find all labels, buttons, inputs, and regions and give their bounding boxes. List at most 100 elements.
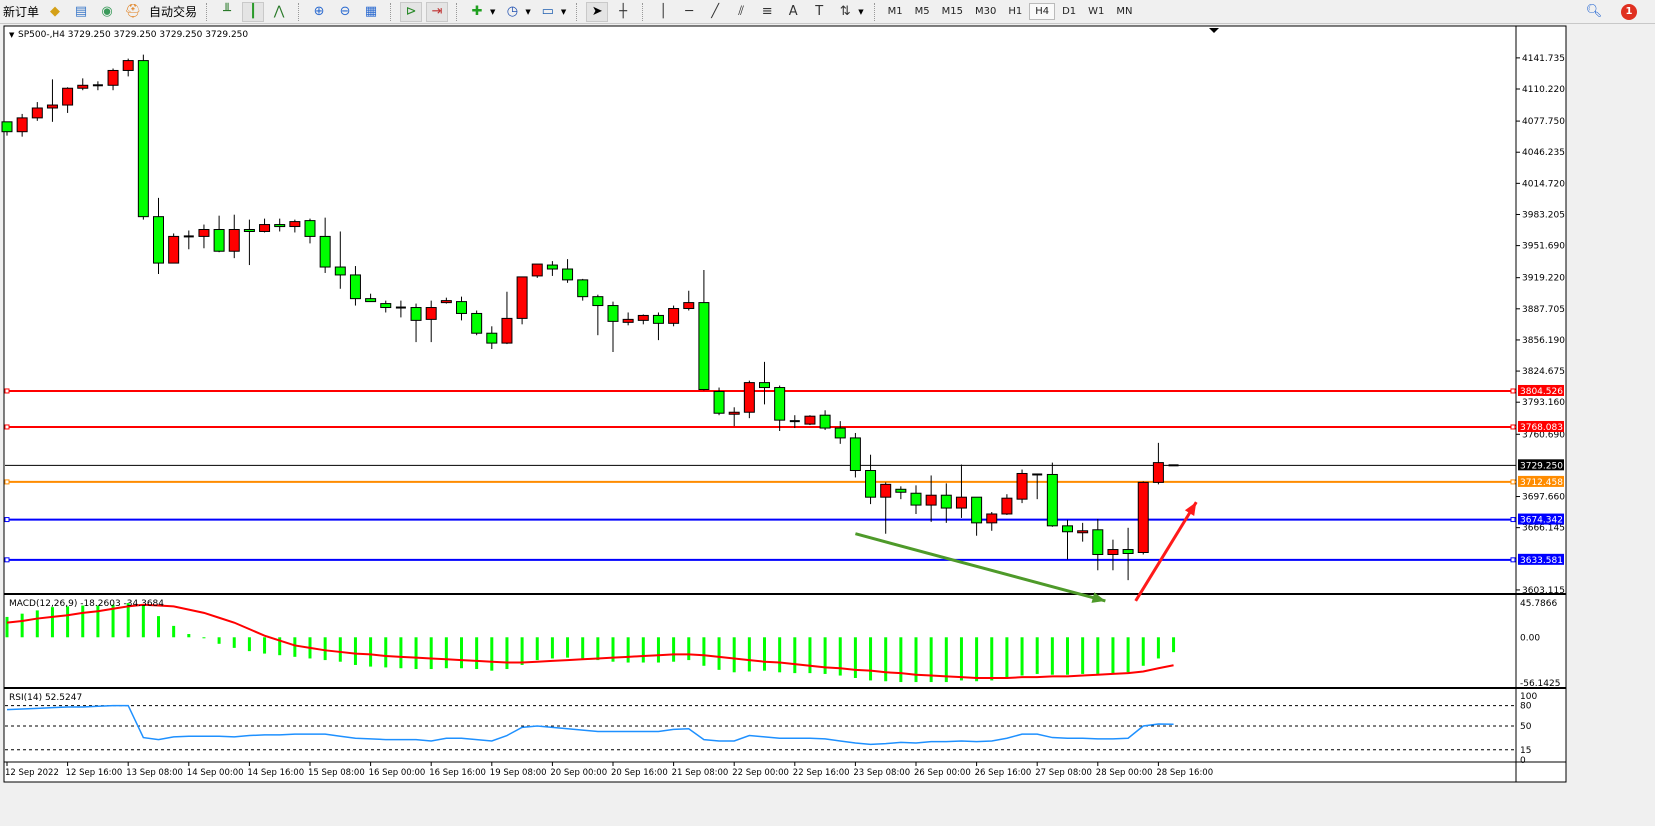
crosshair-icon[interactable]: ┼ — [619, 4, 628, 19]
candle[interactable] — [259, 218, 271, 233]
candle[interactable] — [168, 233, 180, 264]
timeframe-d1[interactable]: D1 — [1062, 6, 1077, 17]
candle[interactable] — [31, 102, 43, 121]
line-handle[interactable] — [1510, 517, 1516, 523]
dropdown-arrow-icon[interactable]: ▼ — [858, 7, 864, 16]
dropdown-arrow-icon[interactable]: ▼ — [525, 7, 531, 16]
gold-bars-icon[interactable]: ◆ — [50, 4, 61, 19]
timeframe-m1[interactable]: M1 — [887, 6, 903, 17]
candle[interactable] — [486, 326, 498, 350]
candle[interactable] — [456, 296, 467, 321]
candle[interactable] — [774, 385, 786, 432]
zoom-out-icon[interactable]: ⊖ — [339, 4, 351, 19]
candle[interactable] — [62, 87, 74, 113]
candle[interactable] — [319, 217, 331, 273]
candle[interactable] — [213, 215, 225, 253]
line-handle[interactable] — [4, 479, 10, 485]
candle[interactable] — [804, 415, 816, 426]
line-handle[interactable] — [1510, 479, 1516, 485]
trend-line-icon[interactable]: ╱ — [711, 4, 720, 19]
candle[interactable] — [1152, 442, 1164, 485]
line-handle[interactable] — [4, 388, 10, 394]
text-icon[interactable]: A — [788, 4, 798, 19]
candle[interactable] — [349, 266, 361, 306]
candle[interactable] — [577, 278, 589, 301]
candle[interactable] — [289, 219, 301, 233]
autotrade-icon[interactable]: ⛑ — [124, 4, 142, 19]
line-handle[interactable] — [1510, 424, 1516, 430]
candle[interactable] — [183, 230, 194, 250]
drawn-arrow[interactable] — [855, 532, 1106, 603]
candle[interactable] — [880, 482, 892, 534]
add-indicator-icon[interactable]: ✚ — [471, 4, 483, 19]
chart-menu-triangle-icon[interactable]: ▼ — [9, 31, 15, 39]
new-order-button[interactable]: 新订单 — [3, 5, 40, 19]
candle[interactable] — [1062, 519, 1073, 560]
candle[interactable] — [107, 68, 119, 91]
candle[interactable] — [546, 261, 558, 276]
candle[interactable] — [440, 297, 452, 304]
market-watch-icon[interactable]: ▤ — [74, 4, 88, 19]
candle[interactable] — [971, 496, 983, 536]
candle[interactable] — [1137, 481, 1149, 555]
candle[interactable] — [698, 269, 710, 391]
timeframe-m30[interactable]: M30 — [974, 6, 997, 17]
candle[interactable] — [380, 300, 392, 313]
vertical-line-icon[interactable]: │ — [659, 4, 668, 19]
candle[interactable] — [759, 361, 770, 405]
candle[interactable] — [652, 312, 664, 341]
candle[interactable] — [728, 407, 740, 427]
candle[interactable] — [910, 485, 922, 514]
signal-antenna-icon[interactable]: ◉ — [101, 4, 113, 19]
candle[interactable] — [471, 310, 483, 336]
autotrade-button[interactable]: 自动交易 — [149, 5, 198, 19]
chart-shift-marker-icon[interactable] — [1209, 28, 1219, 33]
timeframe-h1[interactable]: H1 — [1008, 6, 1023, 17]
timeframe-m5[interactable]: M5 — [914, 6, 930, 17]
zoom-in-icon[interactable]: ⊕ — [313, 4, 325, 19]
fibo-retracement-icon[interactable]: ≡ — [761, 4, 773, 19]
line-handle[interactable] — [4, 424, 10, 430]
candle[interactable] — [410, 303, 422, 343]
timeframe-m15[interactable]: M15 — [941, 6, 963, 17]
candle[interactable] — [925, 475, 937, 522]
candle[interactable] — [425, 300, 437, 343]
candle[interactable] — [940, 483, 952, 523]
dropdown-arrow-icon[interactable]: ▼ — [560, 7, 567, 16]
periods-clock-icon[interactable]: ◷ — [506, 4, 519, 19]
candle[interactable] — [1092, 518, 1104, 571]
candlestick-icon[interactable]: ┃ — [242, 1, 265, 22]
candle[interactable] — [1077, 522, 1089, 542]
timeframe-h4[interactable]: H4 — [1029, 3, 1056, 20]
candle[interactable] — [395, 300, 406, 318]
candle[interactable] — [789, 415, 800, 429]
candle[interactable] — [622, 312, 634, 326]
candle[interactable] — [1, 121, 13, 136]
candle[interactable] — [1032, 473, 1043, 500]
candle[interactable] — [743, 380, 755, 419]
macd-panel[interactable]: 45.7866 0.00 -56.1425 — [5, 599, 1561, 689]
auto-scroll-icon[interactable]: ⊳ — [400, 1, 423, 22]
candle[interactable] — [562, 259, 574, 283]
dropdown-arrow-icon[interactable]: ▼ — [490, 7, 496, 16]
candle[interactable] — [122, 58, 134, 77]
candle[interactable] — [365, 293, 377, 303]
candle[interactable] — [501, 291, 513, 345]
bar-chart-icon[interactable]: ╨ — [223, 4, 231, 19]
candle[interactable] — [304, 218, 316, 244]
candle[interactable] — [228, 214, 240, 259]
candle[interactable] — [77, 78, 89, 91]
candle[interactable] — [592, 294, 604, 336]
timeframe-mn[interactable]: MN — [1116, 6, 1133, 17]
candle[interactable] — [531, 263, 543, 278]
line-handle[interactable] — [4, 557, 10, 563]
candle[interactable] — [153, 197, 164, 274]
line-handle[interactable] — [1510, 388, 1516, 394]
fibo-channel-icon[interactable]: ⫽ — [738, 4, 745, 19]
candle[interactable] — [834, 421, 846, 444]
horizontal-line-icon[interactable]: ─ — [685, 4, 694, 19]
candle[interactable] — [819, 410, 831, 431]
candle[interactable] — [1001, 494, 1013, 515]
